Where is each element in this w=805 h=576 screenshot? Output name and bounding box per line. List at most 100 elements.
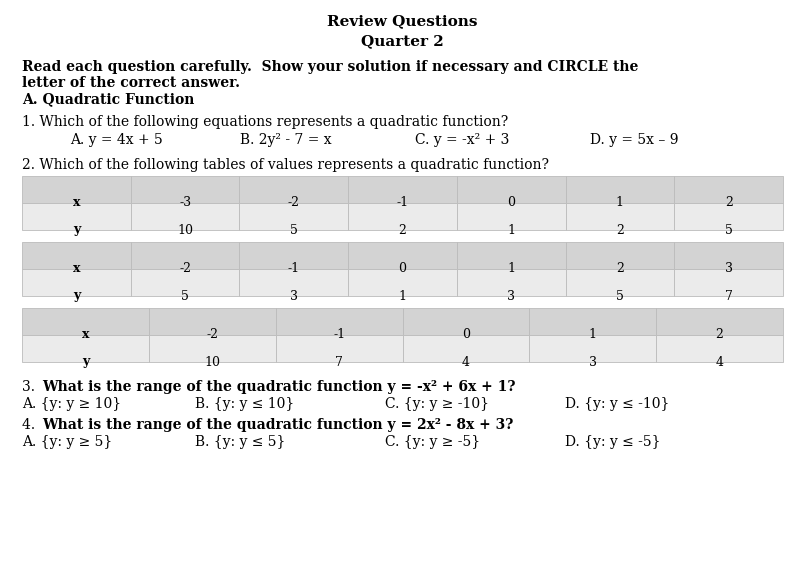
Text: -1: -1	[287, 263, 299, 275]
Text: A. y = 4x + 5: A. y = 4x + 5	[70, 133, 163, 147]
Text: 0: 0	[398, 263, 407, 275]
Bar	[348, 269, 457, 296]
Bar	[130, 176, 239, 203]
Bar	[675, 203, 783, 230]
Text: 3: 3	[588, 355, 597, 369]
Text: A. {y: y ≥ 5}: A. {y: y ≥ 5}	[22, 435, 112, 449]
Text: 1: 1	[398, 290, 407, 302]
Bar	[675, 176, 783, 203]
Text: 2: 2	[616, 263, 624, 275]
Text: 5: 5	[181, 290, 189, 302]
Text: 10: 10	[177, 223, 193, 237]
Text: D. {y: y ≤ -5}: D. {y: y ≤ -5}	[565, 435, 660, 449]
Text: 0: 0	[507, 196, 515, 210]
Bar	[130, 242, 239, 269]
Text: 2: 2	[724, 196, 733, 210]
Bar	[275, 335, 402, 362]
Text: y: y	[82, 355, 89, 369]
Bar	[239, 269, 348, 296]
Bar	[348, 176, 457, 203]
Bar	[457, 203, 566, 230]
Text: 10: 10	[204, 355, 221, 369]
Text: 2. Which of the following tables of values represents a quadratic function?: 2. Which of the following tables of valu…	[22, 158, 549, 172]
Bar	[457, 242, 566, 269]
Text: B. {y: y ≤ 10}: B. {y: y ≤ 10}	[195, 397, 295, 411]
Text: 5: 5	[616, 290, 624, 302]
Bar	[402, 308, 530, 335]
Text: 4: 4	[462, 355, 470, 369]
Bar	[22, 335, 149, 362]
Text: -1: -1	[396, 196, 409, 210]
Bar	[22, 242, 130, 269]
Bar	[675, 242, 783, 269]
Text: 3.: 3.	[22, 380, 39, 394]
Text: 7: 7	[724, 290, 733, 302]
Text: 4.: 4.	[22, 418, 39, 432]
Bar	[457, 176, 566, 203]
Bar	[22, 269, 130, 296]
Bar	[566, 176, 675, 203]
Bar	[566, 269, 675, 296]
Bar	[530, 308, 656, 335]
Text: x: x	[72, 196, 81, 210]
Text: letter of the correct answer.: letter of the correct answer.	[22, 76, 240, 90]
Text: 1: 1	[588, 328, 597, 342]
Bar	[457, 269, 566, 296]
Bar	[566, 242, 675, 269]
Text: 1: 1	[507, 223, 515, 237]
Text: C. {y: y ≥ -5}: C. {y: y ≥ -5}	[385, 435, 480, 449]
Bar	[275, 308, 402, 335]
Text: x: x	[81, 328, 89, 342]
Bar	[656, 335, 783, 362]
Bar	[22, 176, 130, 203]
Bar	[530, 335, 656, 362]
Text: -2: -2	[206, 328, 218, 342]
Bar	[239, 242, 348, 269]
Text: 2: 2	[616, 223, 624, 237]
Text: Quarter 2: Quarter 2	[361, 34, 444, 48]
Text: 3: 3	[724, 263, 733, 275]
Text: A. Quadratic Function: A. Quadratic Function	[22, 92, 194, 106]
Text: 0: 0	[462, 328, 470, 342]
Text: What is the range of the quadratic function y = -x² + 6x + 1?: What is the range of the quadratic funct…	[42, 380, 515, 394]
Bar	[348, 203, 457, 230]
Text: 3: 3	[290, 290, 298, 302]
Text: x: x	[72, 263, 81, 275]
Text: 4: 4	[716, 355, 724, 369]
Text: 2: 2	[716, 328, 724, 342]
Bar	[130, 269, 239, 296]
Text: -3: -3	[179, 196, 191, 210]
Text: D. {y: y ≤ -10}: D. {y: y ≤ -10}	[565, 397, 670, 411]
Text: Review Questions: Review Questions	[328, 14, 477, 28]
Text: Read each question carefully.  Show your solution if necessary and CIRCLE the: Read each question carefully. Show your …	[22, 60, 638, 74]
Text: 5: 5	[290, 223, 298, 237]
Text: C. y = -x² + 3: C. y = -x² + 3	[415, 133, 510, 147]
Text: y: y	[72, 223, 80, 237]
Text: 1: 1	[507, 263, 515, 275]
Text: B. {y: y ≤ 5}: B. {y: y ≤ 5}	[195, 435, 286, 449]
Text: 7: 7	[335, 355, 343, 369]
Bar	[149, 308, 275, 335]
Text: 3: 3	[507, 290, 515, 302]
Bar	[130, 203, 239, 230]
Bar	[675, 269, 783, 296]
Text: 1. Which of the following equations represents a quadratic function?: 1. Which of the following equations repr…	[22, 115, 508, 129]
Text: y: y	[72, 290, 80, 302]
Text: What is the range of the quadratic function y = 2x² - 8x + 3?: What is the range of the quadratic funct…	[42, 418, 514, 432]
Text: 1: 1	[616, 196, 624, 210]
Text: C. {y: y ≥ -10}: C. {y: y ≥ -10}	[385, 397, 489, 411]
Text: -2: -2	[287, 196, 299, 210]
Bar	[22, 308, 149, 335]
Bar	[22, 203, 130, 230]
Bar	[656, 308, 783, 335]
Text: -2: -2	[179, 263, 191, 275]
Text: 5: 5	[724, 223, 733, 237]
Text: B. 2y² - 7 = x: B. 2y² - 7 = x	[240, 133, 332, 147]
Text: A. {y: y ≥ 10}: A. {y: y ≥ 10}	[22, 397, 121, 411]
Bar	[348, 242, 457, 269]
Text: D. y = 5x – 9: D. y = 5x – 9	[590, 133, 679, 147]
Text: 2: 2	[398, 223, 407, 237]
Bar	[239, 176, 348, 203]
Bar	[149, 335, 275, 362]
Bar	[239, 203, 348, 230]
